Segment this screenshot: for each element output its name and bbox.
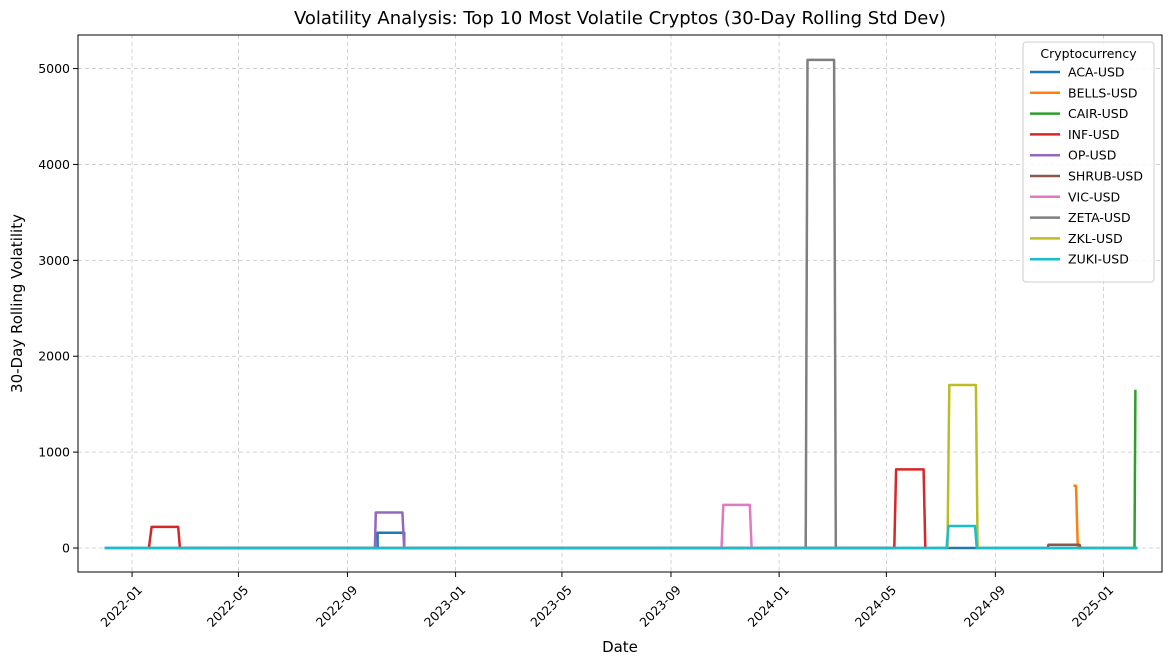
x-tick-label: 2022-05 [204, 582, 252, 630]
series-line-zuki-usd [104, 524, 1138, 550]
legend-label-bells-usd: BELLS-USD [1068, 85, 1138, 100]
legend-label-cair-usd: CAIR-USD [1068, 106, 1128, 121]
legend-label-inf-usd: INF-USD [1068, 127, 1119, 142]
x-tick-label: 2022-01 [97, 582, 145, 630]
x-tick-label: 2023-01 [421, 582, 469, 630]
legend-label-zkl-usd: ZKL-USD [1068, 231, 1123, 246]
x-tick-label: 2024-09 [961, 582, 1009, 630]
x-tick-label: 2025-01 [1069, 582, 1117, 630]
series-line-inf-usd [147, 468, 927, 550]
legend-title: Cryptocurrency [1040, 46, 1137, 61]
legend-items: ACA-USD BELLS-USD CAIR-USD INF-USD OP-USD SHR… [1030, 65, 1143, 267]
series-line-aca-usd [104, 531, 1138, 550]
x-tick-label: 2023-05 [527, 582, 575, 630]
series-line-cair-usd [1133, 389, 1137, 549]
series-line-zkl-usd [946, 383, 979, 549]
series-line-bells-usd [1073, 484, 1138, 550]
legend-label-aca-usd: ACA-USD [1068, 65, 1125, 80]
plot-frame [77, 34, 1163, 573]
legend-box [1022, 41, 1155, 283]
y-tick-label: 1000 [38, 445, 70, 460]
series-line-shrub-usd [1046, 543, 1082, 549]
legend-label-op-usd: OP-USD [1068, 148, 1116, 163]
chart-title: Volatility Analysis: Top 10 Most Volatil… [294, 8, 946, 29]
x-axis-label: Date [602, 638, 638, 656]
plot-series [104, 58, 1138, 550]
series-line-vic-usd [720, 503, 753, 549]
y-axis-ticks: 0 1000 2000 3000 4000 5000 [38, 61, 78, 556]
y-tick-label: 2000 [38, 349, 70, 364]
x-axis-ticks: 2022-01 2022-05 2022-09 2023-01 2023-05 2023-… [97, 572, 1116, 630]
series-line-zeta-usd [804, 58, 838, 549]
legend-label-vic-usd: VIC-USD [1068, 189, 1120, 204]
legend: Cryptocurrency ACA-USD BELLS-USD CAIR-USD I… [1022, 41, 1155, 283]
legend-label-zeta-usd: ZETA-USD [1068, 210, 1131, 225]
y-axis-label: 30-Day Rolling Volatility [8, 214, 26, 393]
series-line-op-usd [373, 511, 406, 549]
grid-lines [78, 35, 1162, 572]
x-tick-label: 2024-01 [744, 582, 792, 630]
y-tick-label: 0 [62, 541, 70, 556]
y-tick-label: 4000 [38, 157, 70, 172]
x-tick-label: 2022-09 [313, 582, 361, 630]
legend-label-zuki-usd: ZUKI-USD [1068, 252, 1129, 267]
x-tick-label: 2024-05 [852, 582, 900, 630]
legend-label-shrub-usd: SHRUB-USD [1068, 169, 1143, 184]
x-tick-label: 2023-09 [636, 582, 684, 630]
y-tick-label: 3000 [38, 253, 70, 268]
y-tick-label: 5000 [38, 61, 70, 76]
